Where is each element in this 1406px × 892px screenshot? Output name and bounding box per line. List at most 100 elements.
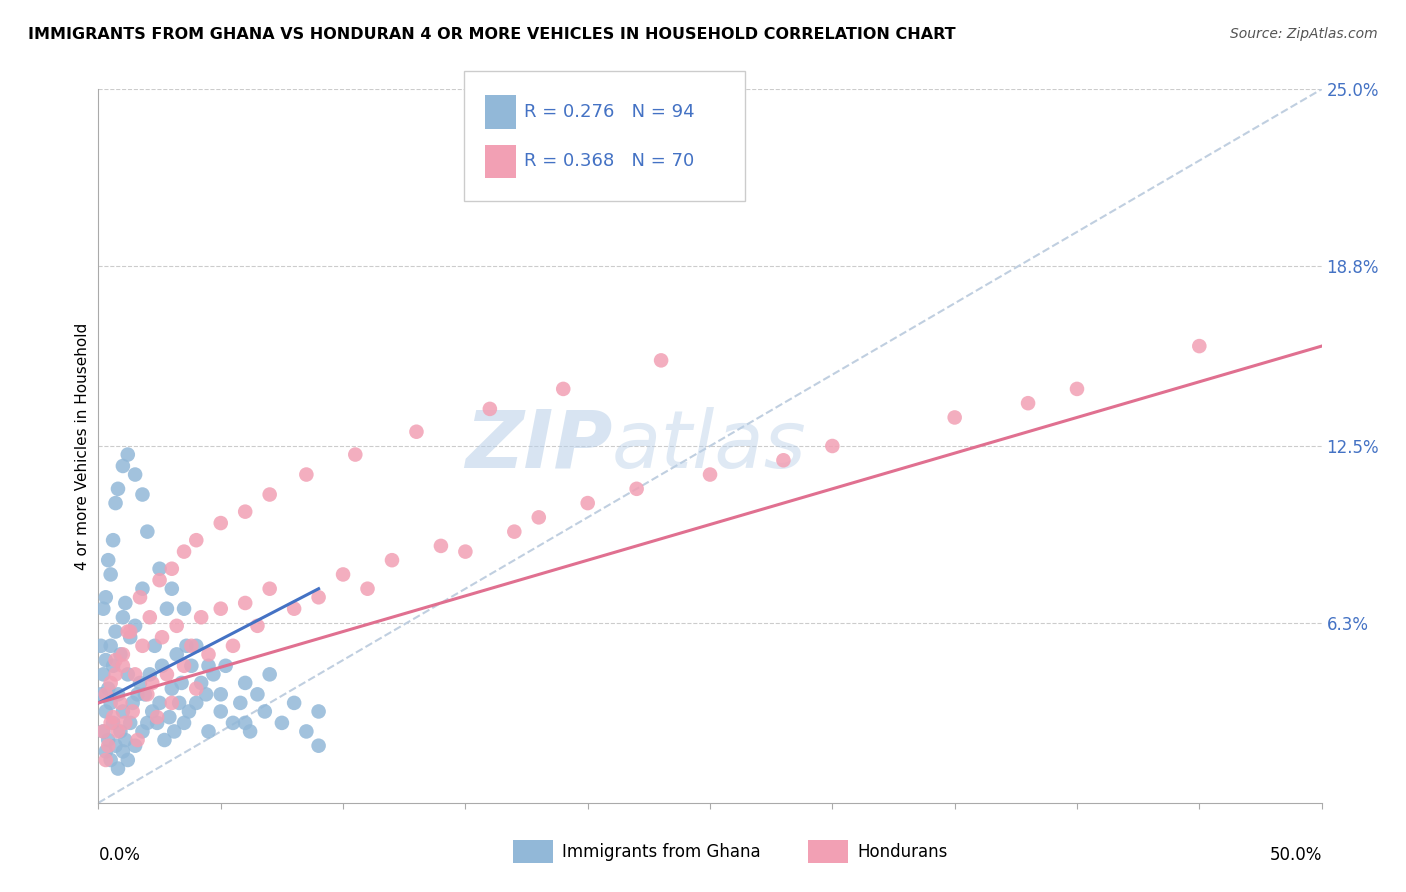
Point bbox=[120, 630, 142, 644]
Point bbox=[308, 591, 330, 605]
Point bbox=[91, 601, 114, 615]
Point bbox=[195, 687, 218, 701]
Point bbox=[180, 639, 202, 653]
Point bbox=[100, 567, 122, 582]
Point bbox=[110, 696, 132, 710]
Point bbox=[91, 724, 114, 739]
Point bbox=[772, 453, 794, 467]
Point bbox=[104, 739, 127, 753]
Point bbox=[129, 591, 152, 605]
Point bbox=[94, 753, 117, 767]
Point bbox=[222, 715, 245, 730]
Point bbox=[97, 739, 120, 753]
Point bbox=[111, 658, 134, 673]
Point bbox=[295, 467, 318, 482]
Point bbox=[111, 744, 134, 758]
Point bbox=[94, 653, 117, 667]
Point bbox=[91, 724, 114, 739]
Point bbox=[139, 667, 162, 681]
Text: 0.0%: 0.0% bbox=[98, 846, 141, 863]
Point bbox=[146, 715, 169, 730]
Point bbox=[124, 739, 146, 753]
Point bbox=[166, 648, 188, 662]
Point bbox=[259, 667, 281, 681]
Point bbox=[283, 696, 305, 710]
Point bbox=[120, 624, 142, 639]
Point bbox=[91, 667, 114, 681]
Point bbox=[332, 567, 354, 582]
Point bbox=[190, 610, 212, 624]
Text: 50.0%: 50.0% bbox=[1270, 846, 1322, 863]
Point bbox=[131, 639, 153, 653]
Point bbox=[127, 687, 149, 701]
Point bbox=[111, 458, 134, 473]
Text: IMMIGRANTS FROM GHANA VS HONDURAN 4 OR MORE VEHICLES IN HOUSEHOLD CORRELATION CH: IMMIGRANTS FROM GHANA VS HONDURAN 4 OR M… bbox=[28, 27, 956, 42]
Text: ZIP: ZIP bbox=[465, 407, 612, 485]
Point bbox=[141, 676, 163, 690]
Point bbox=[229, 696, 252, 710]
Point bbox=[190, 676, 212, 690]
Point bbox=[943, 410, 966, 425]
Point bbox=[503, 524, 526, 539]
Point bbox=[107, 724, 129, 739]
Point bbox=[149, 573, 172, 587]
Point bbox=[233, 505, 256, 519]
Point bbox=[97, 733, 120, 747]
Point bbox=[111, 610, 134, 624]
Point bbox=[101, 533, 124, 548]
Point bbox=[131, 487, 153, 501]
Point bbox=[94, 591, 117, 605]
Point bbox=[1017, 396, 1039, 410]
Point bbox=[114, 715, 136, 730]
Point bbox=[405, 425, 427, 439]
Point bbox=[107, 482, 129, 496]
Point bbox=[209, 601, 232, 615]
Point bbox=[626, 482, 648, 496]
Point bbox=[100, 715, 122, 730]
Text: Hondurans: Hondurans bbox=[858, 843, 948, 861]
Point bbox=[166, 619, 188, 633]
Point bbox=[478, 401, 501, 416]
Point bbox=[233, 715, 256, 730]
Point bbox=[430, 539, 453, 553]
Text: Source: ZipAtlas.com: Source: ZipAtlas.com bbox=[1230, 27, 1378, 41]
Point bbox=[202, 667, 225, 681]
Point bbox=[209, 705, 232, 719]
Point bbox=[107, 762, 129, 776]
Point bbox=[101, 710, 124, 724]
Point bbox=[121, 696, 143, 710]
Point bbox=[104, 667, 127, 681]
Point bbox=[239, 724, 262, 739]
Point bbox=[160, 696, 183, 710]
Point bbox=[308, 739, 330, 753]
Point bbox=[209, 516, 232, 530]
Point bbox=[146, 710, 169, 724]
Point bbox=[117, 448, 139, 462]
Point bbox=[177, 705, 200, 719]
Point bbox=[139, 610, 162, 624]
Point bbox=[131, 582, 153, 596]
Point bbox=[107, 687, 129, 701]
Point bbox=[134, 687, 156, 701]
Point bbox=[209, 687, 232, 701]
Point bbox=[114, 596, 136, 610]
Point bbox=[167, 696, 190, 710]
Point bbox=[136, 715, 159, 730]
Point bbox=[149, 696, 172, 710]
Point bbox=[97, 681, 120, 696]
Point bbox=[150, 630, 173, 644]
Point bbox=[1188, 339, 1211, 353]
Point bbox=[94, 744, 117, 758]
Point bbox=[170, 676, 193, 690]
Point bbox=[156, 601, 179, 615]
Point bbox=[197, 658, 219, 673]
Point bbox=[121, 705, 143, 719]
Point bbox=[650, 353, 672, 368]
Point bbox=[197, 724, 219, 739]
Point bbox=[186, 639, 208, 653]
Point bbox=[117, 753, 139, 767]
Point bbox=[173, 715, 195, 730]
Point bbox=[576, 496, 599, 510]
Point bbox=[110, 724, 132, 739]
Point bbox=[214, 658, 236, 673]
